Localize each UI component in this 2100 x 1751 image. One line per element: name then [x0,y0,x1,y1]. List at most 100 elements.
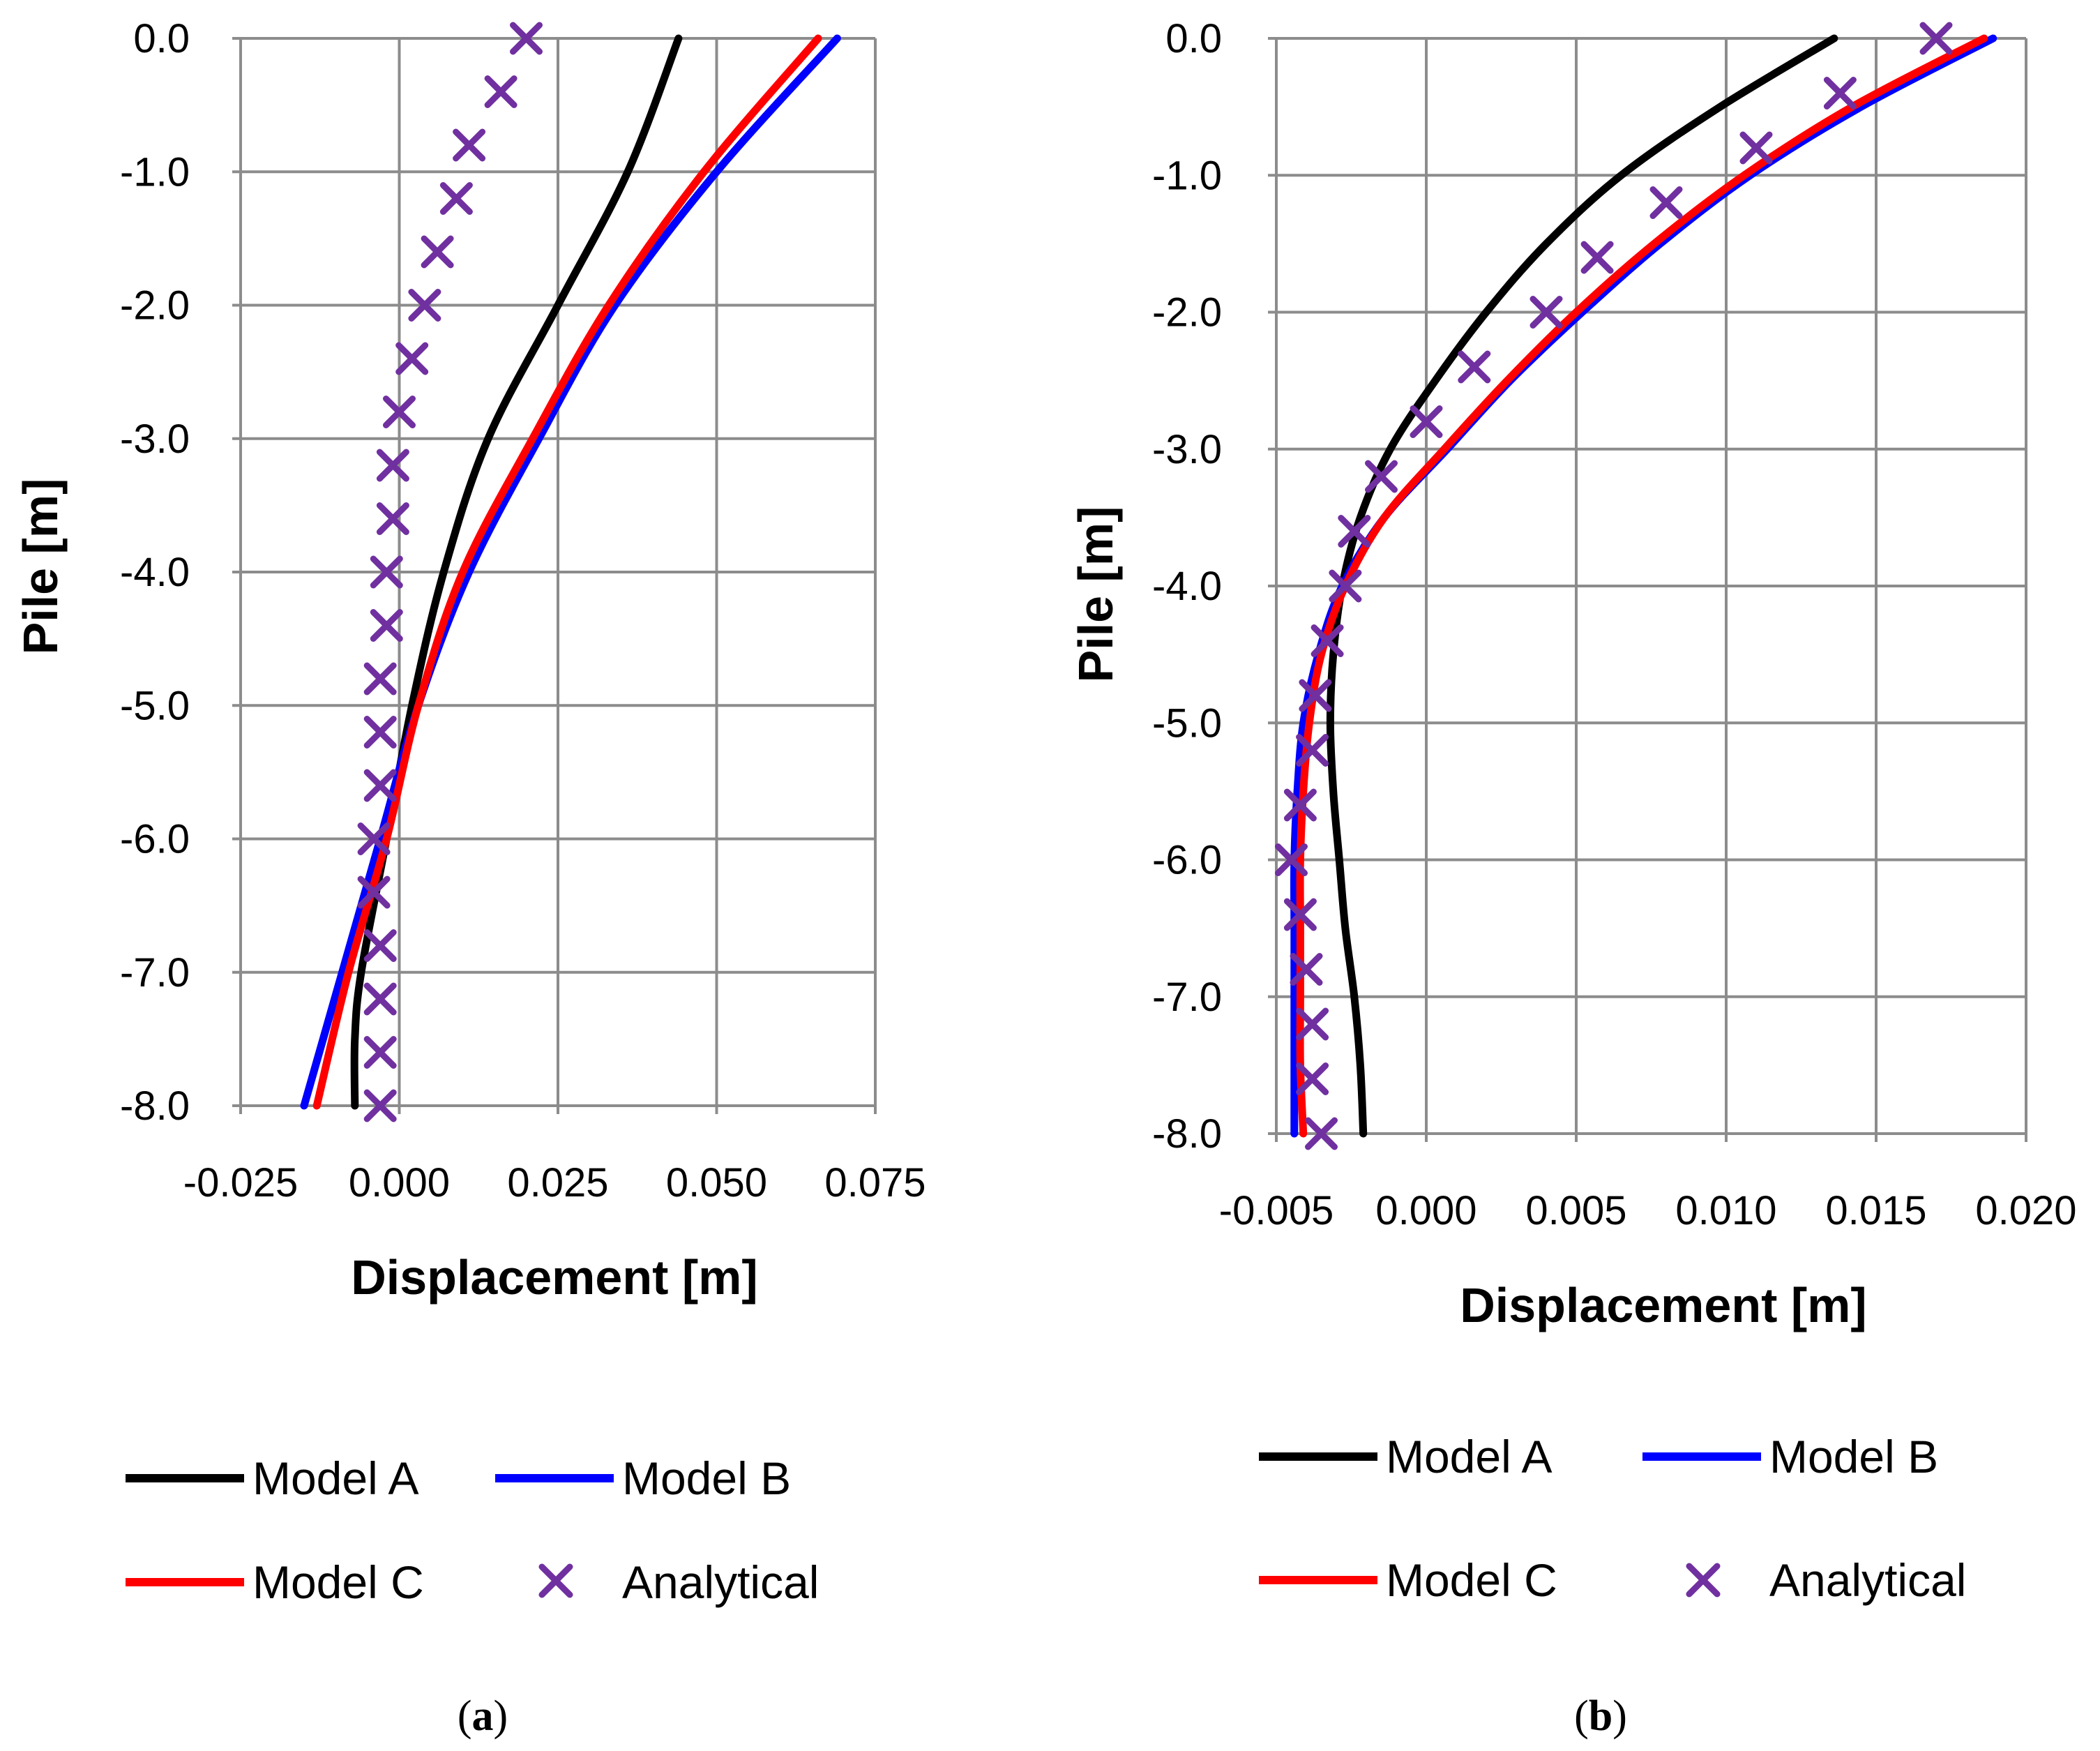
panel-a-legend-model-c-label: Model C [252,1556,424,1608]
panel-b-analytical-point [1458,350,1491,384]
panel-a-x-axis-title: Displacement [m] [351,1250,757,1305]
panel-a-y-tick-label: 0.0 [133,16,190,61]
panel-b-analytical-point [1410,405,1443,438]
panel-b-y-tick-label: -6.0 [1152,838,1222,883]
panel-b-x-tick-label: -0.005 [1219,1188,1334,1233]
panel-b-legend-analytical-marker [1686,1563,1721,1598]
panel-a-y-tick-label: -3.0 [120,416,190,462]
panel-a-x-tick-label: 0.050 [666,1160,767,1205]
panel-b-analytical-point [1580,241,1614,274]
panel-a-legend-analytical-label: Analytical [622,1556,819,1608]
panel-a-analytical-point [421,235,454,269]
panel-b-legend-model-a-label: Model A [1386,1431,1552,1482]
panel-a-analytical-point [357,822,391,855]
panel-a-x-tick-label: 0.075 [824,1160,926,1205]
panel-b-analytical-point [1296,1007,1329,1041]
panel-a-analytical-point [408,289,441,322]
panel-a-x-tick-label: -0.025 [183,1160,298,1205]
panel-a-legend-analytical-marker [538,1563,573,1598]
panel-a-x-tick-labels: -0.025 0.000 0.025 0.050 0.075 [183,1160,926,1205]
panel-a-legend-model-a-label: Model A [252,1452,418,1504]
panel-b-y-tick-labels: 0.0 -1.0 -2.0 -3.0 -4.0 -5.0 -6.0 -7.0 -8.0 [1152,16,1222,1157]
panel-b-caption: (b) [1574,1692,1627,1740]
panel-b-legend-model-c-label: Model C [1386,1554,1557,1606]
panel-a-series-model-c [312,34,822,1110]
panel-a-y-tick-label: -8.0 [120,1083,190,1129]
panel-b-analytical-point [1739,131,1773,165]
panel-a-grid [232,37,877,1114]
panel-b-analytical-point [1329,569,1362,603]
panel-a-analytical-point [376,449,409,482]
panel-b-y-tick-label: -3.0 [1152,427,1222,472]
panel-a-analytical-point [357,876,391,909]
panel-a-x-tick-label: 0.000 [349,1160,450,1205]
panel-b-analytical-point [1649,186,1683,219]
panel-b-x-tick-label: 0.010 [1675,1188,1776,1233]
panel-b-analytical-point [1283,788,1317,822]
panel-a-analytical-point [439,182,473,215]
panel-a-y-tick-label: -6.0 [120,817,190,862]
panel-b-y-tick-label: -8.0 [1152,1111,1222,1157]
panel-b-legend-analytical-label: Analytical [1769,1554,1966,1606]
panel-b-analytical-point [1310,624,1344,657]
panel-a-y-axis-title: Pile [m] [13,479,68,655]
panel-a-analytical-point [363,662,397,696]
panel-b-y-tick-label: 0.0 [1165,16,1222,61]
panel-a-analytical-point [363,929,397,962]
panel-a-y-tick-label: -5.0 [120,683,190,728]
panel-a-analytical-point [363,1036,397,1069]
panel-a-y-tick-labels: 0.0 -1.0 -2.0 -3.0 -4.0 -5.0 -6.0 -7.0 -8.0 [120,16,190,1129]
panel-b-analytical-point [1823,77,1857,110]
panel-a-analytical-point [510,22,543,55]
panel-a-series [300,22,841,1122]
panel-a-x-tick-label: 0.025 [507,1160,608,1205]
panel-b-analytical-point [1296,1062,1329,1095]
panel-b-legend-model-b-label: Model B [1769,1431,1938,1482]
panel-a-y-tick-label: -2.0 [120,283,190,329]
panel-b-chart: 0.0 -1.0 -2.0 -3.0 -4.0 -5.0 -6.0 -7.0 -8.0 -0.0… [1068,16,2077,1740]
panel-b-x-tick-label: 0.020 [1975,1188,2076,1233]
panel-b-y-tick-label: -4.0 [1152,564,1222,609]
panel-a-y-tick-label: -7.0 [120,950,190,995]
panel-b-x-tick-label: 0.015 [1825,1188,1926,1233]
panel-a-y-tick-label: -1.0 [120,149,190,195]
panel-b-analytical-point [1338,515,1371,548]
panel-a-analytical-point [363,982,397,1016]
panel-a-analytical-point [370,609,403,642]
panel-a-analytical-point [395,342,429,375]
panel-b-x-axis-title: Displacement [m] [1460,1278,1866,1332]
panel-a-analytical-point [484,75,518,108]
panel-b-y-tick-label: -5.0 [1152,700,1222,746]
panel-b-x-tick-label: 0.000 [1375,1188,1476,1233]
panel-b-x-tick-labels: -0.005 0.000 0.005 0.010 0.015 0.020 [1219,1188,2077,1233]
panel-a-analytical-point [376,502,409,535]
panel-b-analytical-point [1365,460,1398,493]
panel-b-analytical-point [1305,1117,1338,1150]
panel-a-analytical-point [383,396,416,428]
panel-b-analytical-point [1283,898,1317,931]
panel-b-analytical-point [1529,296,1563,329]
panel-b-series-model-a [1326,34,1838,1138]
panel-b-analytical-point [1299,679,1332,712]
panel-a-analytical-point [363,716,397,749]
panel-a-y-tick-label: -4.0 [120,550,190,595]
panel-a-chart: 0.0 -1.0 -2.0 -3.0 -4.0 -5.0 -6.0 -7.0 -8.0 -0.0… [13,16,926,1740]
panel-b-y-tick-label: -2.0 [1152,290,1222,336]
panel-a-analytical-point [363,769,397,802]
panel-b-series [1275,22,1997,1150]
panel-b-analytical-point [1919,22,1953,55]
panel-a-analytical-point [370,555,403,589]
panel-b-series-model-c [1296,34,1988,1138]
panel-b-y-axis-title: Pile [m] [1068,506,1123,683]
panel-a-legend: Model A Model B Model C Analytical [126,1452,819,1608]
panel-b-y-tick-label: -1.0 [1152,153,1222,198]
panel-a-analytical-point [363,1089,397,1122]
panel-b-x-tick-label: 0.005 [1525,1188,1626,1233]
panel-b-grid [1268,37,2027,1142]
panel-b-legend: Model A Model B Model C Analytical [1259,1431,1966,1606]
panel-a-legend-model-b-label: Model B [622,1452,791,1504]
panel-b-analytical-point [1275,843,1308,876]
panel-b-analytical-point [1296,734,1329,767]
panel-b-analytical-point [1290,953,1323,986]
